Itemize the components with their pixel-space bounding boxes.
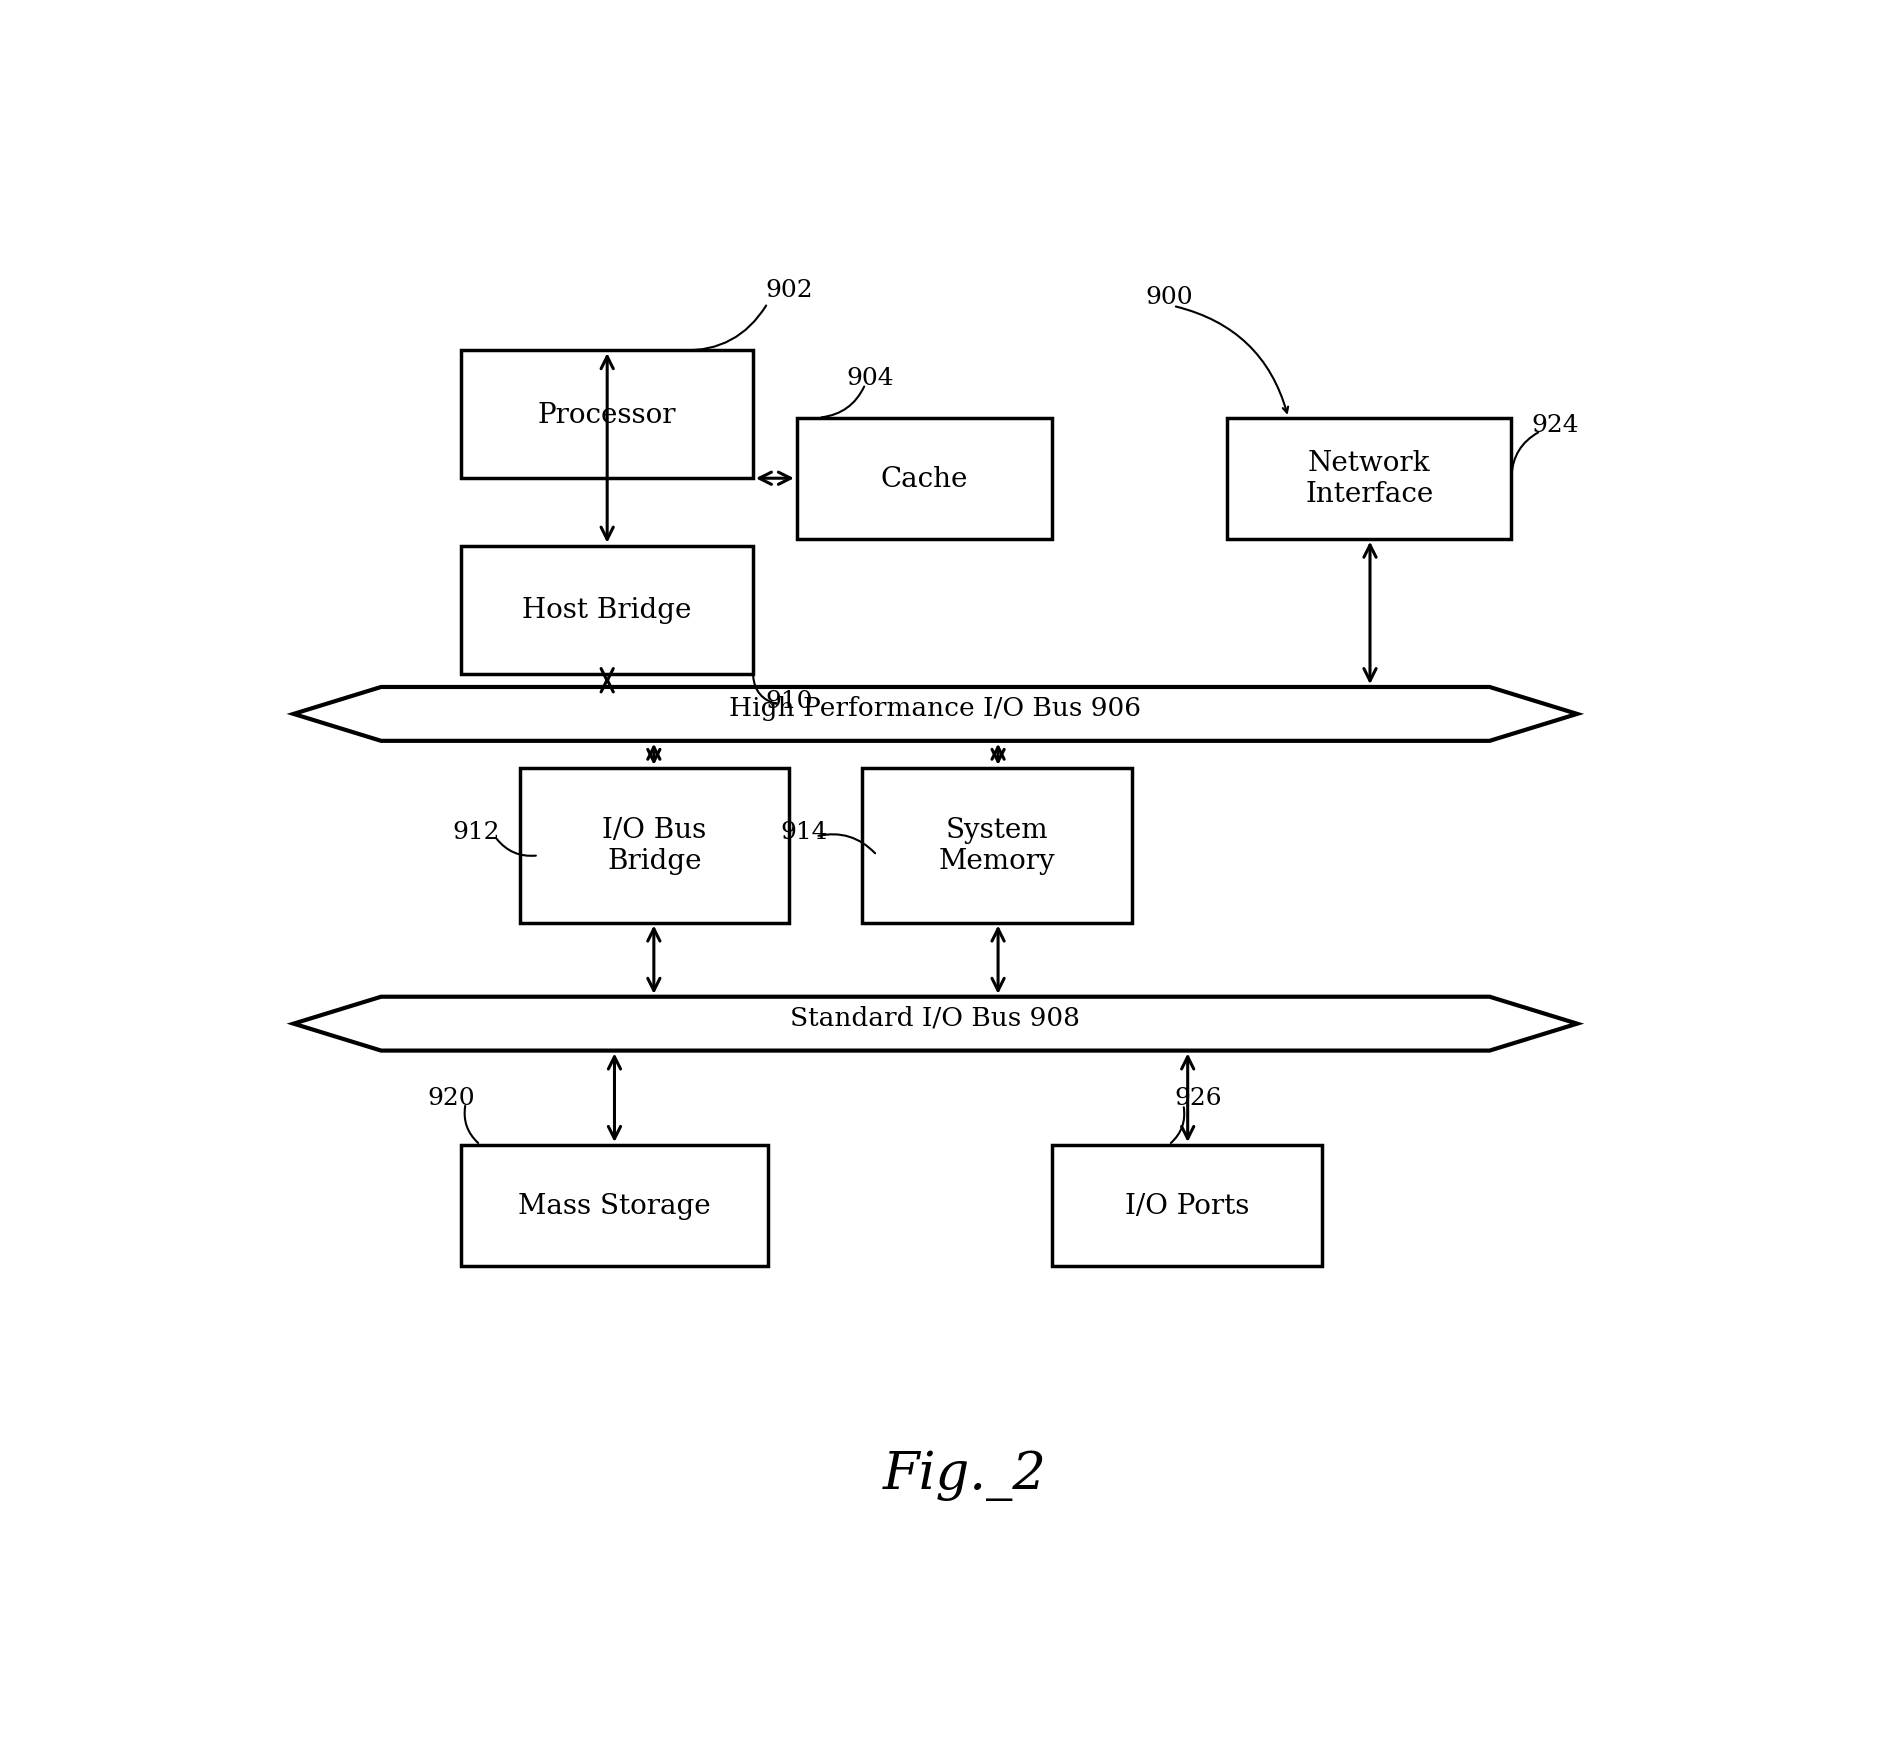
Text: 920: 920 [427,1087,474,1110]
Text: 924: 924 [1532,414,1579,437]
Text: 902: 902 [766,280,813,302]
Bar [1052,1145,1321,1266]
Bar [461,351,753,479]
Text: Processor: Processor [538,402,676,428]
Bar [461,1145,768,1266]
Text: 904: 904 [845,367,894,390]
Text: Standard I/O Bus 908: Standard I/O Bus 908 [790,1005,1080,1030]
Bar [796,418,1052,540]
Text: 900: 900 [1144,285,1193,309]
Text: 912: 912 [452,820,499,843]
Text: I/O Ports: I/O Ports [1125,1192,1250,1220]
Text: System
Memory: System Memory [939,816,1056,874]
Bar [1227,418,1511,540]
Text: Mass Storage: Mass Storage [518,1192,711,1220]
Bar [519,769,790,923]
Polygon shape [294,996,1577,1051]
Bar [461,545,753,675]
Text: Network
Interface: Network Interface [1304,449,1434,509]
Text: I/O Bus
Bridge: I/O Bus Bridge [602,816,708,874]
Text: 914: 914 [781,820,828,843]
Text: High Performance I/O Bus 906: High Performance I/O Bus 906 [730,696,1140,720]
Text: Fig._2: Fig._2 [883,1449,1046,1500]
Bar [862,769,1133,923]
Text: Cache: Cache [881,465,967,493]
Text: Host Bridge: Host Bridge [523,596,693,624]
Text: 910: 910 [766,689,813,713]
Text: 926: 926 [1174,1087,1221,1110]
Polygon shape [294,687,1577,741]
